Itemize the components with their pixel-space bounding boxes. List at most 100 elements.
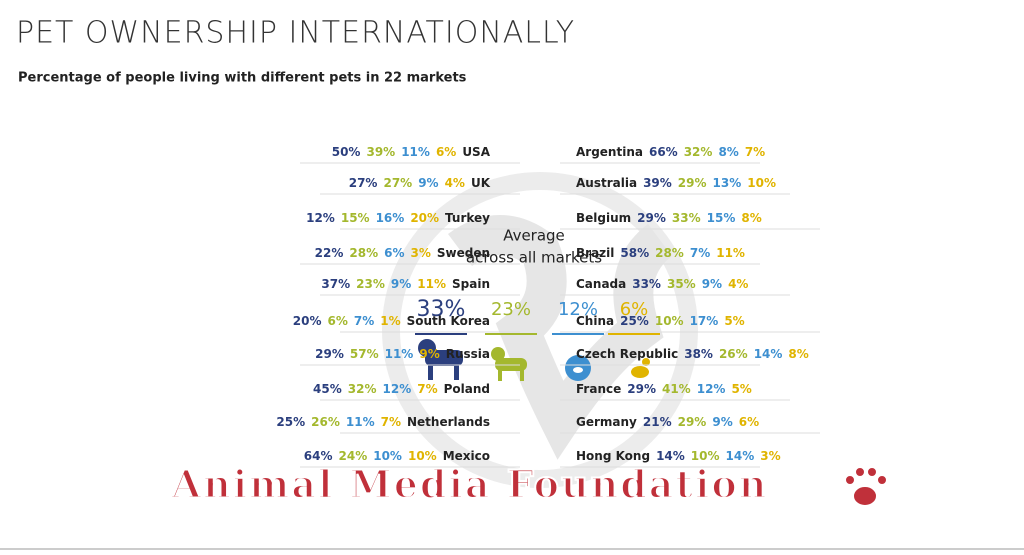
pet-percentage: 11%: [401, 145, 430, 159]
pet-percentage: 14%: [656, 449, 685, 463]
pet-percentage: 22%: [315, 246, 344, 260]
market-row: 64% 24% 10% 10% Mexico: [304, 449, 490, 463]
paw-pad: [852, 485, 878, 507]
market-row: Germany 21% 29% 9% 6%: [576, 415, 759, 429]
pet-percentage: 1%: [380, 314, 400, 328]
pet-percentage: 27%: [383, 176, 412, 190]
globe-land: [448, 215, 673, 460]
pet-percentage: 6%: [384, 246, 404, 260]
market-row: 22% 28% 6% 3% Sweden: [315, 246, 490, 260]
pet-percentage: 10%: [373, 449, 402, 463]
market-name: Hong Kong: [576, 449, 650, 463]
pet-percentage: 9%: [418, 176, 438, 190]
pet-percentage: 29%: [627, 382, 656, 396]
pet-percentage: 9%: [419, 347, 439, 361]
market-name: Brazil: [576, 246, 614, 260]
pet-percentage: 23%: [356, 277, 385, 291]
market-name: China: [576, 314, 614, 328]
average-value: 23%: [491, 299, 531, 320]
pet-percentage: 6%: [739, 415, 759, 429]
market-name: USA: [462, 145, 490, 159]
market-row: 27% 27% 9% 4% UK: [349, 176, 491, 190]
pet-percentage: 13%: [713, 176, 742, 190]
pet-percentage: 12%: [697, 382, 726, 396]
pet-percentage: 7%: [381, 415, 401, 429]
pet-percentage: 29%: [315, 347, 344, 361]
market-row: 37% 23% 9% 11% Spain: [321, 277, 490, 291]
bird-icon: [631, 358, 650, 378]
average-subtitle: across all markets: [466, 249, 602, 267]
pet-percentage: 11%: [346, 415, 375, 429]
pet-percentage: 8%: [718, 145, 738, 159]
pet-percentage: 7%: [417, 382, 437, 396]
pet-percentage: 28%: [655, 246, 684, 260]
market-row: China 25% 10% 17% 5%: [576, 314, 745, 328]
pet-percentage: 35%: [667, 277, 696, 291]
pet-percentage: 7%: [354, 314, 374, 328]
market-name: Netherlands: [407, 415, 490, 429]
paw-toe: [844, 474, 856, 486]
market-name: Czech Republic: [576, 347, 678, 361]
pet-percentage: 20%: [410, 211, 439, 225]
market-row: Australia 39% 29% 13% 10%: [576, 176, 776, 190]
dog-icon: [418, 339, 463, 380]
pet-percentage: 39%: [643, 176, 672, 190]
pet-percentage: 10%: [691, 449, 720, 463]
market-name: Germany: [576, 415, 637, 429]
pet-percentage: 14%: [754, 347, 783, 361]
pet-percentage: 8%: [788, 347, 808, 361]
pet-percentage: 5%: [724, 314, 744, 328]
market-name: Belgium: [576, 211, 631, 225]
pet-percentage: 20%: [293, 314, 322, 328]
pet-percentage: 32%: [348, 382, 377, 396]
pet-percentage: 3%: [760, 449, 780, 463]
pet-percentage: 29%: [637, 211, 666, 225]
market-row: 29% 57% 11% 9% Russia: [315, 347, 490, 361]
pet-percentage: 15%: [707, 211, 736, 225]
subtitle: Percentage of people living with differe…: [18, 71, 467, 86]
pet-percentage: 24%: [339, 449, 368, 463]
pet-percentage: 12%: [383, 382, 412, 396]
pet-percentage: 10%: [747, 176, 776, 190]
paw-toe: [876, 474, 888, 486]
fish-icon: [565, 355, 591, 381]
pet-percentage: 11%: [417, 277, 446, 291]
market-row: 12% 15% 16% 20% Turkey: [306, 211, 490, 225]
market-name: South Korea: [407, 314, 490, 328]
pet-percentage: 33%: [632, 277, 661, 291]
pet-percentage: 12%: [306, 211, 335, 225]
pet-percentage: 4%: [445, 176, 465, 190]
market-name: Poland: [444, 382, 490, 396]
market-row: Belgium 29% 33% 15% 8%: [576, 211, 762, 225]
pet-percentage: 3%: [410, 246, 430, 260]
pet-percentage: 17%: [690, 314, 719, 328]
pet-percentage: 45%: [313, 382, 342, 396]
pet-percentage: 9%: [391, 277, 411, 291]
pet-percentage: 14%: [726, 449, 755, 463]
market-name: Australia: [576, 176, 637, 190]
pet-percentage: 64%: [304, 449, 333, 463]
market-row: 50% 39% 11% 6% USA: [332, 145, 491, 159]
pet-percentage: 7%: [690, 246, 710, 260]
market-name: Mexico: [443, 449, 490, 463]
pet-percentage: 27%: [349, 176, 378, 190]
market-name: Russia: [446, 347, 490, 361]
pet-percentage: 16%: [376, 211, 405, 225]
pet-percentage: 38%: [684, 347, 713, 361]
pet-percentage: 15%: [341, 211, 370, 225]
pet-percentage: 26%: [719, 347, 748, 361]
market-row: 25% 26% 11% 7% Netherlands: [276, 415, 490, 429]
market-name: France: [576, 382, 621, 396]
pet-percentage: 26%: [311, 415, 340, 429]
pet-percentage: 58%: [620, 246, 649, 260]
pet-percentage: 50%: [332, 145, 361, 159]
pet-percentage: 11%: [385, 347, 414, 361]
market-name: Argentina: [576, 145, 643, 159]
paw-toe: [854, 466, 866, 478]
market-row: Hong Kong 14% 10% 14% 3%: [576, 449, 781, 463]
pet-percentage: 29%: [678, 176, 707, 190]
pet-percentage: 5%: [731, 382, 751, 396]
market-row: Argentina 66% 32% 8% 7%: [576, 145, 765, 159]
market-name: Sweden: [437, 246, 490, 260]
